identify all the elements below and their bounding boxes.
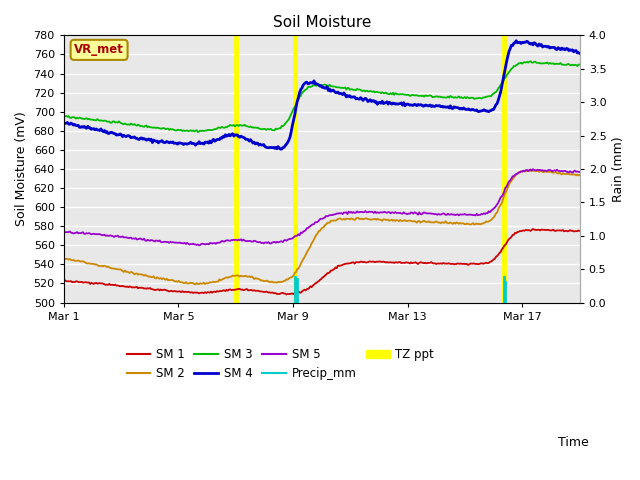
Text: Time: Time bbox=[558, 436, 589, 449]
Y-axis label: Soil Moisture (mV): Soil Moisture (mV) bbox=[15, 111, 28, 226]
Text: VR_met: VR_met bbox=[74, 43, 124, 56]
Title: Soil Moisture: Soil Moisture bbox=[273, 15, 371, 30]
Y-axis label: Rain (mm): Rain (mm) bbox=[612, 136, 625, 202]
Legend: SM 1, SM 2, SM 3, SM 4, SM 5, Precip_mm, TZ ppt: SM 1, SM 2, SM 3, SM 4, SM 5, Precip_mm,… bbox=[122, 343, 439, 384]
